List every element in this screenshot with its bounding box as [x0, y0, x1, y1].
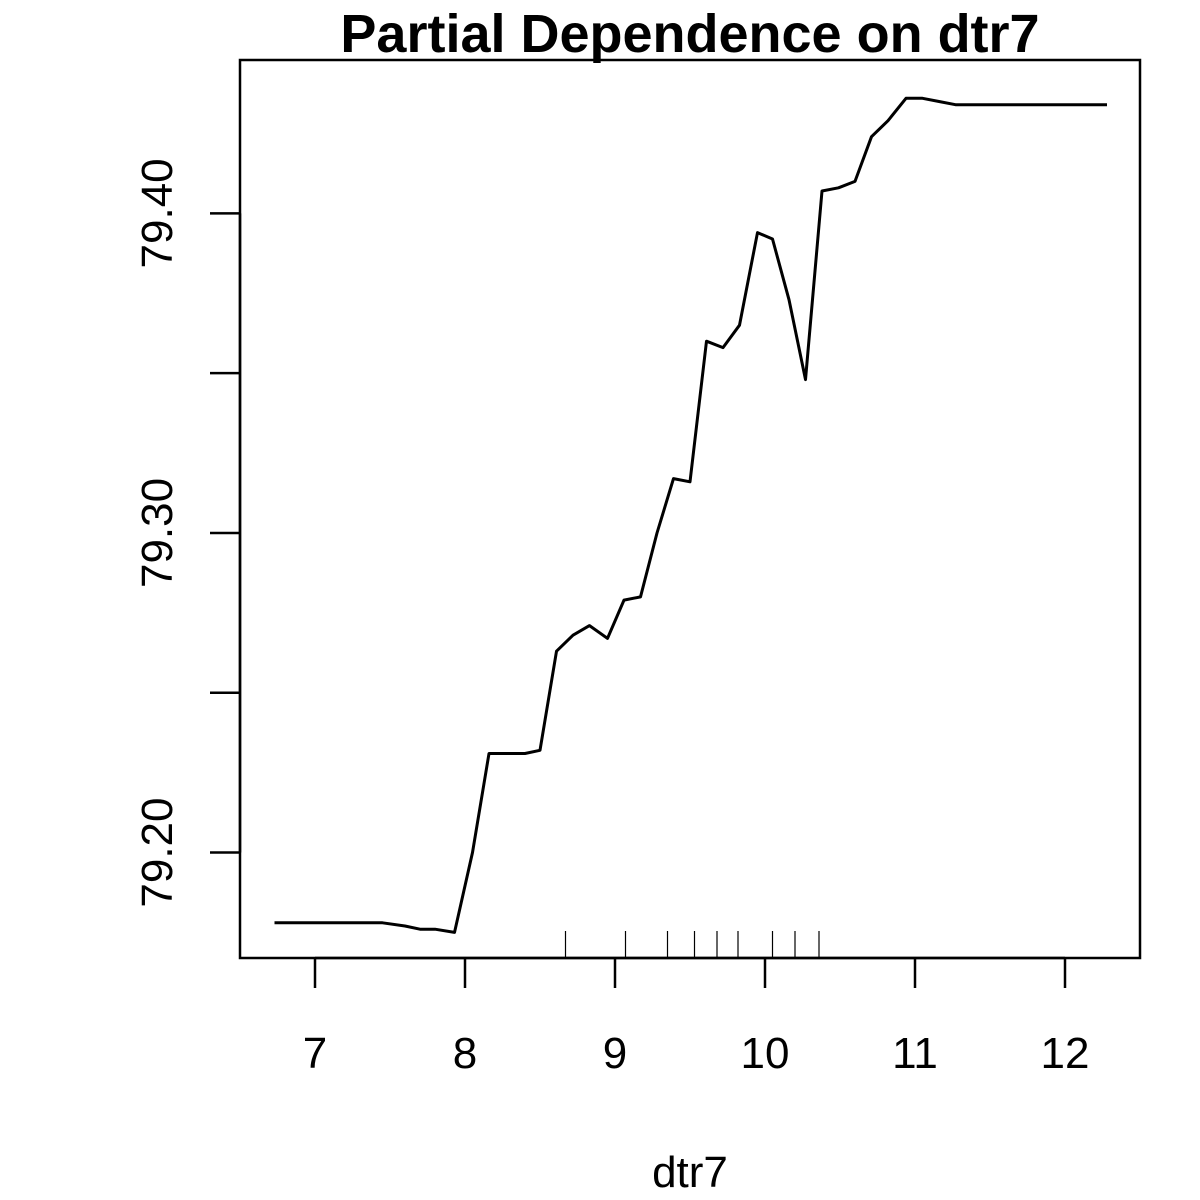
chart-title: Partial Dependence on dtr7: [340, 4, 1039, 64]
partial-dependence-line: [274, 96, 1107, 934]
y-tick-label: 79.40: [133, 158, 182, 268]
x-axis-label: dtr7: [652, 1148, 728, 1197]
rug-marks: [564, 931, 820, 958]
series-layer: [274, 96, 1107, 934]
x-tick-label: 11: [892, 1029, 938, 1078]
x-axis: 7 8 9 10 11 12: [303, 956, 1090, 1078]
x-tick-label: 9: [603, 1029, 627, 1078]
x-tick-label: 8: [453, 1029, 477, 1078]
x-tick-label: 7: [303, 1029, 327, 1078]
y-axis: 79.20 79.30 79.40: [133, 158, 242, 908]
y-tick-label: 79.30: [133, 478, 182, 588]
x-tick-label: 10: [741, 1029, 790, 1078]
plot-frame: [238, 58, 1142, 960]
x-tick-label: 12: [1041, 1029, 1090, 1078]
y-tick-label: 79.20: [133, 797, 182, 907]
